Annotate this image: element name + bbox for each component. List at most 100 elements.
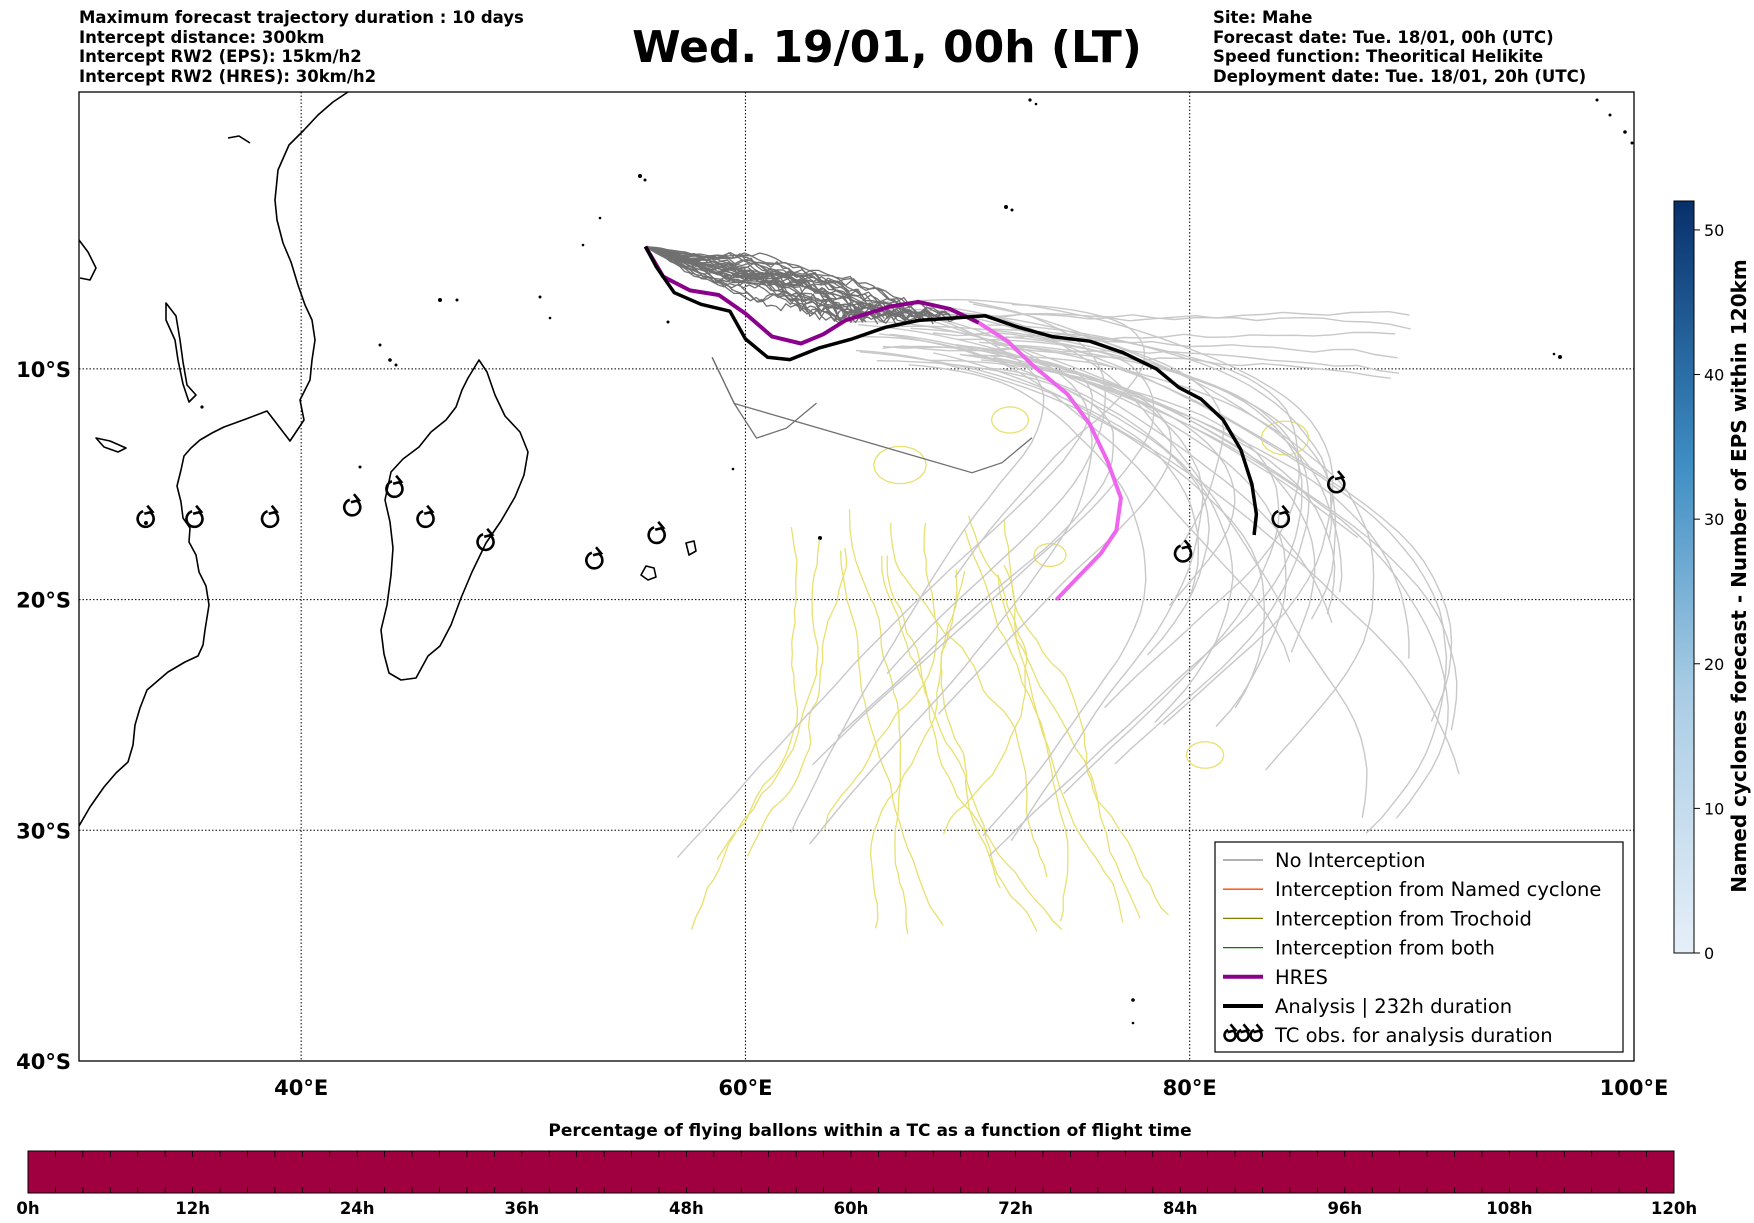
map-area <box>79 92 1634 1061</box>
eps-light-track <box>859 351 1200 598</box>
island-dot <box>388 358 392 362</box>
legend-tc-symbol <box>1223 1023 1238 1042</box>
legend-entry: Interception from Trochoid <box>1223 907 1532 930</box>
lat-label: 40°S <box>16 1050 71 1074</box>
header-left-line: Intercept RW2 (HRES): 30km/h2 <box>79 66 377 86</box>
lat-label: 10°S <box>16 358 71 382</box>
eps-yellow-track <box>869 570 966 929</box>
map-frame <box>78 91 1635 1062</box>
colorbar-right: Named cyclones forecast - Number of EPS … <box>1673 200 1751 963</box>
header-right: Site: Mahe Forecast date: Tue. 18/01, 00… <box>1213 8 1586 86</box>
eps-light-track <box>855 349 1266 709</box>
tc-observations <box>136 470 1346 570</box>
legend-tc-symbol <box>1236 1023 1251 1042</box>
eps-yellow-loop <box>1033 543 1067 567</box>
tc-obs-symbol <box>1327 470 1346 494</box>
eps-light-track <box>858 324 1287 727</box>
colorbar-tick-label: 30 <box>1704 510 1724 529</box>
eps-yellow-track <box>840 550 944 926</box>
island-dot <box>1131 1021 1135 1025</box>
island-dot <box>438 298 442 302</box>
eps-light-track <box>889 333 1449 819</box>
eps-light-track <box>812 338 1155 766</box>
bottom-bar-title: Percentage of flying ballons within a TC… <box>548 1121 1191 1141</box>
eps-light-track <box>960 314 1448 834</box>
island-dot <box>1010 208 1014 212</box>
header-left: Maximum forecast trajectory duration : 1… <box>79 8 524 86</box>
eps-dark-tracks <box>645 245 1033 474</box>
eps-yellow-track <box>963 528 1069 922</box>
island-dot <box>1558 355 1562 359</box>
header-left-line: Intercept RW2 (EPS): 15km/h2 <box>79 47 362 66</box>
bottom-tick-label: 24h <box>340 1199 375 1218</box>
island-dot <box>1630 141 1634 145</box>
eps-dark-track <box>645 246 840 321</box>
island-dot <box>538 295 542 299</box>
eps-dark-track <box>711 357 1033 474</box>
eps-dark-track <box>645 245 902 319</box>
eps-dark-track <box>645 245 950 316</box>
eps-light-track <box>908 364 1147 837</box>
tc-obs-symbol <box>1271 504 1291 529</box>
header-right-line: Site: Mahe <box>1213 8 1313 27</box>
legend-label: HRES <box>1275 966 1328 989</box>
eps-dark-track <box>645 245 879 325</box>
eps-light-track <box>923 310 1410 321</box>
island-dot <box>1595 98 1599 102</box>
eps-dark-track <box>645 246 841 321</box>
eps-light-track <box>921 298 1334 726</box>
legend-label: Interception from both <box>1275 937 1495 960</box>
island-dot <box>1623 130 1627 134</box>
island-dot <box>731 467 735 471</box>
eps-light-track <box>937 359 1172 715</box>
island-dot <box>666 320 670 324</box>
colorbar-tick-label: 10 <box>1704 799 1724 818</box>
lat-label: 20°S <box>16 589 71 613</box>
hres-track-early <box>643 245 980 346</box>
island-dot <box>548 316 552 320</box>
island-dot <box>1028 98 1032 102</box>
bottom-tick-label: 120h <box>1651 1199 1697 1218</box>
tc-obs-symbol <box>260 504 280 529</box>
bottom-tick-label: 0h <box>16 1199 39 1218</box>
reunion-coastline <box>685 540 697 556</box>
eps-light-track <box>954 303 1146 578</box>
eps-yellow-track <box>690 539 821 930</box>
header-left-line: Intercept distance: 300km <box>79 27 325 47</box>
lon-label: 40°E <box>274 1076 328 1100</box>
lon-label: 80°E <box>1163 1076 1217 1100</box>
eps-yellow-tracks <box>690 406 1310 935</box>
madagascar-coastline <box>380 359 529 681</box>
main-title: Wed. 19/01, 00h (LT) <box>632 22 1142 73</box>
tc-obs-symbol <box>1173 539 1193 563</box>
bottom-bar: Percentage of flying ballons within a TC… <box>16 1121 1697 1218</box>
lake-tanganyika <box>165 302 197 403</box>
header-right-line: Deployment date: Tue. 18/01, 20h (UTC) <box>1213 66 1587 86</box>
tc-obs-symbol <box>647 520 666 545</box>
island-dot <box>1131 998 1135 1002</box>
eps-yellow-track <box>848 509 909 935</box>
legend-label: Interception from Named cyclone <box>1275 878 1601 901</box>
eps-light-track <box>879 333 1210 656</box>
eps-light-track <box>855 335 1291 663</box>
main-tracks <box>643 245 1259 601</box>
eps-yellow-track <box>997 574 1141 919</box>
tc-obs-symbol <box>585 546 604 570</box>
colorbar-right-bar <box>1673 200 1695 954</box>
eps-dark-track <box>645 245 908 324</box>
eps-light-track <box>867 307 1333 624</box>
eps-light-track <box>933 331 1396 341</box>
eps-yellow-track <box>942 515 1028 835</box>
lat-label: 30°S <box>16 819 71 843</box>
bottom-tick-label: 12h <box>175 1199 210 1218</box>
island-dot <box>358 465 362 469</box>
bottom-tick-label: 60h <box>834 1199 869 1218</box>
eps-yellow-track <box>940 569 1001 889</box>
colorbar-tick-label: 40 <box>1704 366 1724 385</box>
socotra-coastline <box>227 135 251 144</box>
colorbar-tick-label: 0 <box>1704 944 1714 963</box>
bottom-tick-label: 36h <box>504 1199 539 1218</box>
eps-yellow-loop <box>1185 741 1225 769</box>
analysis-track <box>643 245 1259 536</box>
